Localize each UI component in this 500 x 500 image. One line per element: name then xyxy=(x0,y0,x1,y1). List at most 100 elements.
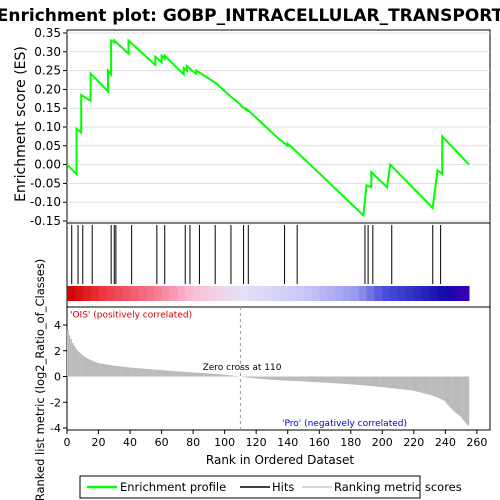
metric-bar xyxy=(131,367,134,377)
metric-bar xyxy=(257,376,260,379)
rank-color-segment xyxy=(461,286,470,301)
metric-bar xyxy=(281,376,284,381)
rank-color-segment xyxy=(201,286,210,301)
x-tick-label: 80 xyxy=(186,436,200,449)
metric-bar xyxy=(336,376,339,384)
metric-bar xyxy=(450,376,452,409)
metric-bar xyxy=(256,376,258,379)
metric-bar xyxy=(248,376,251,378)
metric-bar xyxy=(327,376,329,383)
metric-bar xyxy=(454,376,457,413)
metric-bar xyxy=(204,373,206,377)
metric-bar xyxy=(125,367,128,377)
metric-bar xyxy=(93,361,96,377)
metric-bar xyxy=(439,376,441,399)
rank-color-segment xyxy=(279,286,289,301)
metric-bar xyxy=(368,376,370,386)
x-ticks: 0 20 40 60 80 100 120 140 160 180 200 220 240 260 xyxy=(64,430,487,449)
legend-enrichment-label: Enrichment profile xyxy=(120,480,226,494)
metric-bar xyxy=(412,376,415,391)
es-y-tick-label: -0.05 xyxy=(30,176,61,190)
metric-bar xyxy=(391,376,394,389)
metric-bar xyxy=(398,376,400,389)
metric-bar xyxy=(174,371,176,377)
metric-bar xyxy=(300,376,303,382)
x-tick-label: 180 xyxy=(340,436,361,449)
metric-bar xyxy=(223,374,225,377)
metric-bar xyxy=(71,343,74,377)
rank-color-segment xyxy=(74,286,84,301)
metric-bar xyxy=(68,335,71,377)
es-y-tick-label: 0.30 xyxy=(34,45,61,59)
metric-bar xyxy=(335,376,337,384)
metric-bar xyxy=(282,376,285,381)
metric-bar xyxy=(317,376,320,383)
metric-bar xyxy=(215,373,217,377)
metric-bar xyxy=(279,376,282,381)
metric-bar xyxy=(196,372,199,377)
metric-bar xyxy=(139,368,142,377)
rank-color-segment xyxy=(208,286,218,301)
metric-bar xyxy=(182,371,184,377)
metric-bar xyxy=(175,371,178,377)
metric-y-tick-label: -4 xyxy=(50,422,61,435)
metric-bar xyxy=(358,376,361,385)
metric-bar xyxy=(275,376,277,380)
metric-bar xyxy=(364,376,367,386)
metric-bar xyxy=(394,376,397,389)
metric-bar xyxy=(462,376,465,421)
metric-bar xyxy=(382,376,385,388)
x-tick-label: 0 xyxy=(64,436,71,449)
metric-bar xyxy=(415,376,418,392)
metric-bar xyxy=(456,376,459,414)
x-tick-label: 40 xyxy=(123,436,137,449)
metric-bar xyxy=(259,376,262,379)
metric-y-ticks: 4 2 0 -2 -4 xyxy=(50,319,67,435)
metric-bar xyxy=(270,376,273,380)
rank-color-bar xyxy=(67,286,470,301)
metric-bar xyxy=(87,358,90,377)
metric-bar xyxy=(393,376,396,389)
metric-bar xyxy=(328,376,331,383)
x-axis-label: Rank in Ordered Dataset xyxy=(206,453,354,467)
metric-bar xyxy=(271,376,274,380)
metric-bar xyxy=(369,376,372,386)
metric-bar xyxy=(100,363,102,377)
metric-bar xyxy=(380,376,383,388)
metric-bar xyxy=(363,376,366,386)
metric-bar xyxy=(432,376,435,397)
metric-bar xyxy=(289,376,292,381)
metric-bar xyxy=(399,376,402,390)
rank-color-segment xyxy=(169,286,178,301)
metric-bar xyxy=(402,376,405,390)
es-y-tick-label: 0.10 xyxy=(34,120,61,134)
metric-bar xyxy=(461,376,463,419)
metric-bar xyxy=(344,376,347,384)
metric-bar xyxy=(180,371,183,377)
rank-color-segment xyxy=(106,286,115,301)
rank-color-segment xyxy=(82,286,92,301)
metric-bar xyxy=(78,352,80,377)
rank-color-segment xyxy=(224,286,234,301)
metric-bar xyxy=(155,369,158,377)
metric-bar xyxy=(96,362,99,377)
metric-bar xyxy=(366,376,369,386)
metric-bar xyxy=(134,368,137,377)
metric-bar xyxy=(303,376,306,382)
metric-bar xyxy=(119,366,121,377)
metric-bar xyxy=(193,372,195,377)
rank-color-segment xyxy=(437,286,446,301)
metric-bar xyxy=(353,376,356,385)
metric-bar xyxy=(156,369,159,377)
rank-color-segment xyxy=(177,286,186,301)
metric-bar xyxy=(323,376,326,383)
rank-color-segment xyxy=(130,286,139,301)
metric-bar xyxy=(189,372,192,377)
es-y-tick-label: 0.05 xyxy=(34,139,61,153)
metric-bar xyxy=(161,370,164,377)
metric-bar xyxy=(226,374,228,377)
metric-bar xyxy=(171,370,173,377)
x-tick-label: 200 xyxy=(372,436,393,449)
es-y-tick-label: -0.15 xyxy=(30,214,61,228)
